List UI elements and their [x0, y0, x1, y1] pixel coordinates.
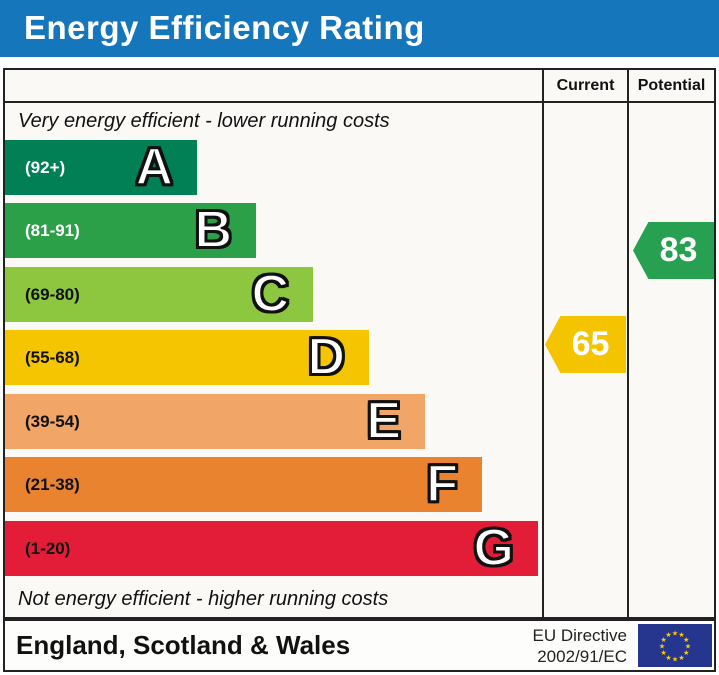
band-range-a: (92+) [25, 157, 66, 177]
svg-text:★: ★ [665, 631, 671, 639]
title-bar: Energy Efficiency Rating [0, 0, 719, 57]
band-bar-a: (92+) A [5, 138, 197, 196]
eu-directive-line1: EU Directive [532, 626, 627, 645]
band-letter-e: E [365, 392, 402, 450]
svg-text:★: ★ [672, 630, 678, 638]
band-bar-e: (39-54) E [5, 392, 425, 450]
band-range-f: (21-38) [25, 474, 80, 494]
svg-text:★: ★ [659, 643, 665, 651]
current-rating-value: 65 [571, 325, 610, 363]
band-bar-b: (81-91) B [5, 201, 256, 259]
band-bar-c: (69-80) C [5, 265, 313, 323]
band-range-e: (39-54) [25, 411, 80, 431]
svg-text:★: ★ [678, 654, 684, 662]
band-bar-d: (55-68) D [5, 328, 369, 386]
band-letter-g: G [473, 519, 515, 577]
band-letter-f: F [425, 455, 459, 513]
eu-directive-label: EU Directive 2002/91/EC [525, 625, 627, 667]
region-label: England, Scotland & Wales [16, 630, 351, 660]
eu-flag-field [638, 624, 712, 667]
header-separator [5, 101, 714, 103]
potential-rating-pointer: 83 [633, 222, 714, 279]
eu-directive-line2: 2002/91/EC [537, 647, 627, 666]
band-letter-c: C [250, 265, 290, 323]
band-letter-a: A [134, 138, 174, 196]
potential-rating-value: 83 [659, 231, 698, 269]
current-rating-pointer: 65 [545, 316, 626, 373]
band-range-c: (69-80) [25, 284, 80, 304]
rating-table: Current Potential Very energy efficient … [3, 68, 716, 619]
band-range-d: (55-68) [25, 347, 80, 367]
note-not-efficient: Not energy efficient - higher running co… [18, 588, 389, 610]
svg-text:★: ★ [661, 649, 667, 657]
svg-text:★: ★ [672, 656, 678, 664]
page-title: Energy Efficiency Rating [24, 9, 425, 46]
band-range-g: (1-20) [25, 538, 71, 558]
svg-text:★: ★ [683, 649, 689, 657]
column-divider-potential [627, 70, 629, 617]
eu-flag-stars: ★ ★ ★ ★ ★ ★ ★ ★ ★ ★ ★ ★ [659, 630, 691, 664]
band-range-b: (81-91) [25, 220, 80, 240]
footer-bar: England, Scotland & Wales EU Directive 2… [3, 619, 716, 672]
band-letter-d: D [306, 328, 346, 386]
svg-text:★: ★ [683, 636, 689, 644]
column-header-current: Current [556, 77, 615, 94]
note-very-efficient: Very energy efficient - lower running co… [18, 110, 390, 132]
column-divider-current [542, 70, 544, 617]
svg-text:★: ★ [678, 631, 684, 639]
column-header-potential: Potential [637, 77, 706, 94]
svg-text:★: ★ [685, 643, 691, 651]
band-bar-f: (21-38) F [5, 455, 482, 513]
svg-text:★: ★ [665, 654, 671, 662]
band-letter-b: B [193, 201, 233, 259]
band-bar-g: (1-20) G [5, 519, 538, 577]
eu-flag-icon: ★ ★ ★ ★ ★ ★ ★ ★ ★ ★ ★ ★ [638, 624, 712, 667]
svg-text:★: ★ [661, 636, 667, 644]
